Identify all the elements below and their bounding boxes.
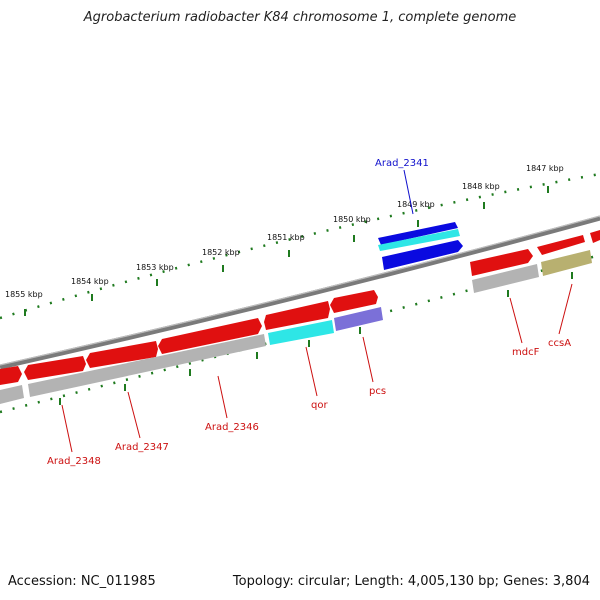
gene-cds[interactable] [537, 235, 585, 255]
tick-label-1849: 1849 kbp [397, 200, 435, 209]
tick-label-1853: 1853 kbp [136, 263, 174, 272]
label-ccsa[interactable]: ccsA [548, 338, 571, 349]
gene-pcs-cds[interactable] [330, 290, 378, 313]
tick-label-1847: 1847 kbp [526, 164, 564, 173]
tick-label-1855: 1855 kbp [5, 290, 43, 299]
chromosome-backbone [0, 215, 600, 370]
middle-genes [0, 290, 378, 385]
upper-major-ticks [24, 186, 549, 316]
tick-label-1848: 1848 kbp [462, 182, 500, 191]
label-arad-2341[interactable]: Arad_2341 [375, 158, 429, 169]
label-arad-2348[interactable]: Arad_2348 [47, 456, 101, 467]
map-title: Agrobacterium radiobacter K84 chromosome… [83, 10, 517, 25]
gene-cds[interactable] [158, 318, 262, 354]
gene-cds[interactable] [24, 356, 86, 380]
genome-summary: Topology: circular; Length: 4,005,130 bp… [232, 574, 590, 589]
tick-label-1852: 1852 kbp [202, 248, 240, 257]
gene-qor-cds[interactable] [264, 301, 330, 330]
label-qor[interactable]: qor [311, 400, 328, 411]
lower-major-ticks [59, 272, 573, 405]
gene-cds[interactable] [0, 366, 22, 385]
label-pcs[interactable]: pcs [369, 386, 386, 397]
tick-label-1854: 1854 kbp [71, 277, 109, 286]
label-arad-2346[interactable]: Arad_2346 [205, 422, 259, 433]
gene-cds[interactable] [86, 341, 158, 368]
label-arad-2347[interactable]: Arad_2347 [115, 442, 169, 453]
gene-arad-2341[interactable] [378, 222, 463, 270]
gene-cds[interactable] [590, 230, 600, 243]
label-leaders [61, 283, 573, 453]
label-mdcf[interactable]: mdcF [512, 347, 540, 358]
gene-mdcf-feature[interactable] [472, 264, 539, 293]
accession-label: Accession: NC_011985 [8, 574, 156, 589]
upper-right-genes [470, 230, 600, 276]
tick-label-1850: 1850 kbp [333, 215, 371, 224]
middle-features [0, 307, 383, 404]
gene-ccsa-feature[interactable] [541, 250, 592, 276]
tick-label-1851: 1851 kbp [267, 233, 305, 242]
gene-cds[interactable] [470, 249, 533, 276]
